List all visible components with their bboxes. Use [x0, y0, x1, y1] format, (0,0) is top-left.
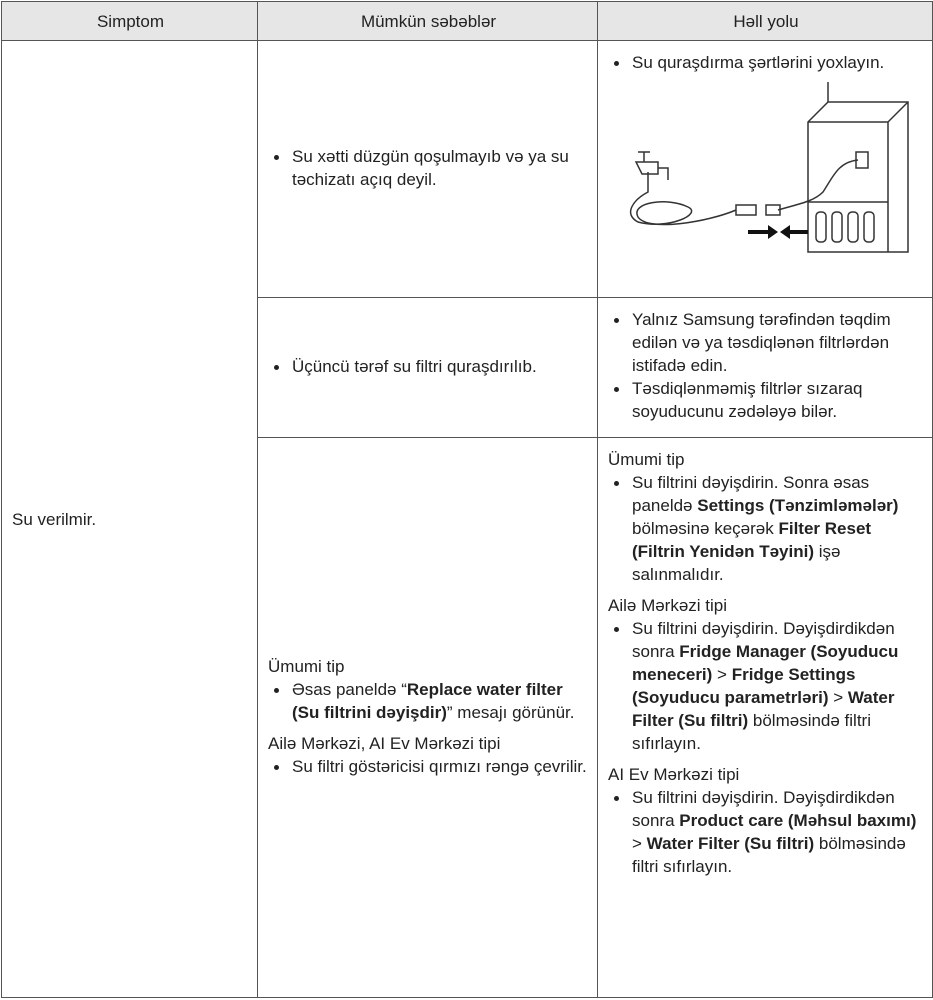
header-cell: Mümkün səbəblər [257, 1, 598, 41]
cause-cell: Ümumi tip Əsas paneldə “Replace water fil… [257, 437, 598, 998]
text-run: Əsas paneldə “ [292, 680, 407, 699]
block-heading: Ümumi tip [608, 450, 685, 469]
text-run: Su filtrini dəyişdirin. Dəyişdirdikdən s… [632, 788, 895, 830]
text-run: Su filtri göstəricisi qırmızı rəngə çevr… [292, 757, 587, 776]
content-block: Üçüncü tərəf su filtri quraşdırılıb. [268, 355, 589, 378]
content-block: AI Ev Mərkəzi tipi Su filtrini dəyişdirin… [608, 763, 924, 878]
text-run: Təsdiqlənməmiş filtrlər sızaraq soyuducu… [632, 379, 863, 421]
bold-run: Product care (Məhsul baxımı) [679, 811, 917, 830]
bold-run: Fridge Manager (Soyuducu meneceri) [632, 642, 899, 684]
block-heading: Ailə Mərkəzi, AI Ev Mərkəzi tipi [268, 734, 501, 753]
header-row: Simptom Mümkün səbəblər Həll yolu [1, 1, 933, 41]
solution-cell: Su quraşdırma şərtlərini yoxlayın. [597, 40, 933, 298]
bullet-item: Su filtri göstəricisi qırmızı rəngə çevr… [274, 755, 589, 778]
cause-cell: Üçüncü tərəf su filtri quraşdırılıb. [257, 297, 598, 438]
solution-cell: Yalnız Samsung tərəfindən təqdim edilən … [597, 297, 933, 438]
bullet-item: Su filtrini dəyişdirin. Dəyişdirdikdən s… [614, 786, 924, 878]
text-run: Üçüncü tərəf su filtri quraşdırılıb. [292, 357, 537, 376]
row: Su verilmir. Su xətti düzgün qoşulmayıb … [1, 40, 933, 998]
bullet-list: Su filtrini dəyişdirin. Dəyişdirdikdən s… [608, 786, 924, 878]
row: Ümumi tip Əsas paneldə “Replace water fil… [2, 437, 933, 998]
solution-cell: Ümumi tip Su filtrini dəyişdirin. Sonra ə… [597, 437, 933, 998]
bullet-item: Su filtrini dəyişdirin. Sonra əsas panel… [614, 471, 924, 586]
bold-run: Water Filter (Su filtri) [632, 688, 895, 730]
content-block: Yalnız Samsung tərəfindən təqdim edilən … [608, 308, 924, 423]
bullet-list: Su xətti düzgün qoşulmayıb və ya su təch… [268, 145, 589, 191]
block-heading: Ümumi tip [268, 657, 345, 676]
bold-run: Water Filter (Su filtri) [646, 834, 815, 853]
bullet-item: Üçüncü tərəf su filtri quraşdırılıb. [274, 355, 589, 378]
bold-run: Replace water filter (Su filtrini dəyişd… [292, 680, 563, 722]
content-block: Ümumi tip Əsas paneldə “Replace water fil… [268, 655, 589, 724]
text-run: bölməsində filtri sıfırlayın. [632, 711, 871, 753]
text-run: > [712, 665, 732, 684]
bullet-list: Yalnız Samsung tərəfindən təqdim edilən … [608, 308, 924, 423]
header-cell: Simptom [1, 1, 258, 41]
text-run: > [632, 834, 647, 853]
bullet-item: Təsdiqlənməmiş filtrlər sızaraq soyuducu… [614, 377, 924, 423]
bullet-item: Əsas paneldə “Replace water filter (Su f… [274, 678, 589, 724]
bold-run: Filter Reset (Filtrin Yenidən Təyini) [632, 519, 872, 561]
bullet-list: Su filtrini dəyişdirin. Sonra əsas panel… [608, 471, 924, 586]
symptom-cell: Su verilmir. [1, 40, 258, 998]
bullet-list: Su filtri göstəricisi qırmızı rəngə çevr… [268, 755, 589, 778]
block-heading: Ailə Mərkəzi tipi [608, 596, 728, 615]
cell-content: Su quraşdırma şərtlərini yoxlayın. [608, 51, 924, 74]
text-run: Yalnız Samsung tərəfindən təqdim edilən … [632, 310, 891, 375]
header-cell: Həll yolu [597, 1, 933, 41]
content-block: Ümumi tip Su filtrini dəyişdirin. Sonra ə… [608, 448, 924, 586]
bullet-item: Su xətti düzgün qoşulmayıb və ya su təch… [274, 145, 589, 191]
content-block: Su xətti düzgün qoşulmayıb və ya su təch… [268, 145, 589, 191]
bullet-list: Su filtrini dəyişdirin. Dəyişdirdikdən s… [608, 617, 924, 755]
text-run: Su quraşdırma şərtlərini yoxlayın. [632, 53, 885, 72]
bullet-list: Üçüncü tərəf su filtri quraşdırılıb. [268, 355, 589, 378]
bullet-item: Yalnız Samsung tərəfindən təqdim edilən … [614, 308, 924, 377]
cause-cell: Su xətti düzgün qoşulmayıb və ya su təch… [257, 40, 598, 298]
text-run: işə salınmalıdır. [632, 542, 841, 584]
text-run: ” mesajı görünür. [446, 703, 575, 722]
text-run: Su xətti düzgün qoşulmayıb və ya su təch… [292, 147, 569, 189]
block-heading: AI Ev Mərkəzi tipi [608, 765, 740, 784]
text-run: bölməsinə keçərək [632, 519, 779, 538]
content-block: Ailə Mərkəzi tipi Su filtrini dəyişdirin.… [608, 594, 924, 755]
bold-run: Fridge Settings (Soyuducu parametrləri) [632, 665, 856, 707]
text-run: Su filtrini dəyişdirin. Sonra əsas panel… [632, 473, 870, 515]
text-run: bölməsində filtri sıfırlayın. [632, 834, 906, 876]
bullet-list: Əsas paneldə “Replace water filter (Su f… [268, 678, 589, 724]
bullet-list: Su quraşdırma şərtlərini yoxlayın. [608, 51, 924, 74]
content-block: Ailə Mərkəzi, AI Ev Mərkəzi tipi Su filtr… [268, 732, 589, 778]
bullet-item: Su quraşdırma şərtlərini yoxlayın. [614, 51, 924, 74]
installation-illustration [629, 82, 909, 253]
text-run: Su filtrini dəyişdirin. Dəyişdirdikdən s… [632, 619, 895, 661]
bullet-item: Su filtrini dəyişdirin. Dəyişdirdikdən s… [614, 617, 924, 755]
text-run: > [828, 688, 848, 707]
bold-run: Settings (Tənzimləmələr) [697, 496, 899, 515]
row: Üçüncü tərəf su filtri quraşdırılıb. Yal… [2, 297, 933, 438]
content-block: Su quraşdırma şərtlərini yoxlayın. [608, 51, 924, 74]
